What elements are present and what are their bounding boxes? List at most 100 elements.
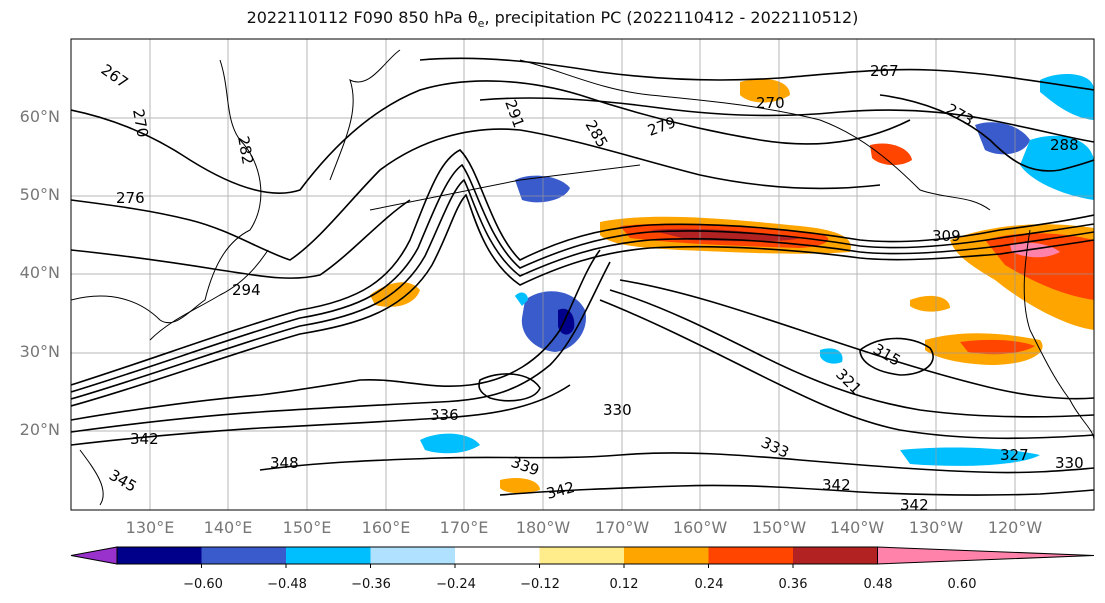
contour-south-1 [259, 452, 1094, 474]
contour-arctic-2 [479, 97, 1094, 143]
colorbar-swatch [201, 547, 286, 564]
colorbar-swatch [455, 547, 540, 564]
contour-label: 270 [756, 94, 785, 112]
lon-label: 160°W [672, 518, 728, 537]
contour-arctic-1 [419, 57, 1094, 91]
contour-label: 342 [130, 430, 159, 448]
coast-aleutians [369, 164, 641, 211]
shade-patch-orange-east-pacific [910, 295, 950, 312]
shade-patch-cyan-central [515, 292, 528, 306]
contour-jet-3 [71, 178, 1094, 400]
lat-label-20: 20°N [19, 420, 60, 439]
shade-patch-red-subtropic [960, 339, 1035, 355]
colorbar-tick-label: −0.48 [267, 577, 307, 592]
contour-label: 267 [98, 61, 132, 92]
shade-patch-blue-central [521, 291, 586, 352]
colorbar-tick-label: −0.12 [520, 577, 560, 592]
colorbar-extend-low [70, 546, 118, 565]
colorbar [70, 546, 1095, 568]
contour-label: 309 [932, 227, 961, 245]
shade-patch-orange-alaska-n [740, 78, 790, 103]
contour-label: 267 [870, 62, 899, 80]
contour-south-2 [499, 484, 1094, 496]
contour-label: 315 [870, 340, 904, 370]
lon-label: 170°E [439, 518, 489, 537]
contour-subtrop-2 [71, 261, 611, 433]
colorbar-outline [116, 546, 878, 565]
coast-na-west [1023, 229, 1094, 441]
contour-label: 342 [822, 476, 851, 494]
colorbar-tick-label: −0.36 [351, 577, 391, 592]
lat-label-40: 40°N [19, 263, 60, 282]
colorbar-tick-label: 0.60 [947, 577, 977, 592]
theta-e-contours [71, 57, 1094, 496]
lon-label: 160°E [361, 518, 411, 537]
contour-label: 336 [430, 406, 459, 424]
colorbar-swatch [539, 547, 624, 564]
contour-label: 342 [900, 496, 929, 514]
shade-patch-orange-gulf-w [870, 143, 912, 166]
contour-east-2 [609, 289, 1094, 418]
map-frame [70, 38, 1095, 511]
colorbar-swatch [370, 547, 455, 564]
colorbar-swatch [708, 547, 793, 564]
contour-label: 276 [116, 189, 145, 207]
contour-label: 282 [234, 135, 257, 166]
contour-label: 345 [106, 466, 140, 496]
coast-japan [149, 249, 269, 341]
colorbar-tick-label: 0.12 [609, 577, 639, 592]
coast-kamchatka [329, 49, 401, 181]
contour-label: 279 [645, 113, 678, 140]
contour-label: 330 [1055, 454, 1084, 472]
contour-east-3 [619, 279, 1094, 400]
lon-label: 180°W [515, 518, 571, 537]
chart-title: 2022110112 F090 850 hPa θe, precipitatio… [246, 8, 859, 31]
colorbar-tick-label: 0.24 [694, 577, 724, 592]
contour-label: 321 [832, 365, 865, 398]
lon-label: 130°E [125, 518, 175, 537]
colorbar-swatch [286, 547, 371, 564]
lat-label-50: 50°N [19, 185, 60, 204]
colorbar-tick-label: 0.48 [863, 577, 893, 592]
contour-label: 327 [1000, 446, 1029, 464]
shade-patch-cyan-south [900, 447, 1040, 466]
contour-jet-1 [71, 149, 1094, 386]
contour-pocket-2 [478, 373, 541, 402]
contour-north-1 [71, 80, 911, 194]
shade-patch-cyan-gulf [1020, 135, 1094, 200]
shade-patch-blue-gulf [975, 122, 1030, 155]
contour-label: 348 [270, 454, 299, 472]
contour-label: 330 [603, 401, 632, 419]
contour-subtrop-3 [71, 384, 571, 446]
contour-label: 294 [232, 281, 261, 299]
colorbar-tick-label: −0.60 [183, 577, 223, 592]
map-plot-area: 267 270 276 282 285 291 279 294 342 345 … [71, 39, 1094, 514]
shade-patch-lightblue-gulf [1040, 74, 1094, 120]
colorbar-swatch [624, 547, 709, 564]
contour-label: 288 [1050, 136, 1079, 154]
contour-gulf-1 [879, 94, 1094, 172]
graticule [71, 39, 1094, 510]
colorbar-extend-high [877, 546, 1095, 565]
lon-label: 140°W [829, 518, 885, 537]
coast-philippines [79, 449, 104, 506]
contour-label: 270 [129, 108, 152, 139]
contour-east-1 [599, 299, 1094, 440]
lon-label: 150°W [751, 518, 807, 537]
lon-label: 170°W [594, 518, 650, 537]
shade-patch-navy-central [558, 308, 575, 335]
shading-layer [370, 74, 1094, 494]
colorbar-tick-label: 0.36 [778, 577, 808, 592]
contour-label: 342 [544, 478, 576, 503]
lon-label: 120°W [987, 518, 1043, 537]
lat-label-30: 30°N [19, 342, 60, 361]
lon-label: 150°E [282, 518, 332, 537]
colorbar-swatch [117, 547, 202, 564]
shade-patch-cyan-south-central [420, 433, 480, 454]
contour-pocket-1 [859, 337, 934, 376]
shade-patch-orange-south [500, 478, 540, 494]
shade-patch-cyan-east [820, 348, 843, 364]
contour-label: 285 [582, 117, 612, 151]
coast-asia [71, 59, 262, 323]
